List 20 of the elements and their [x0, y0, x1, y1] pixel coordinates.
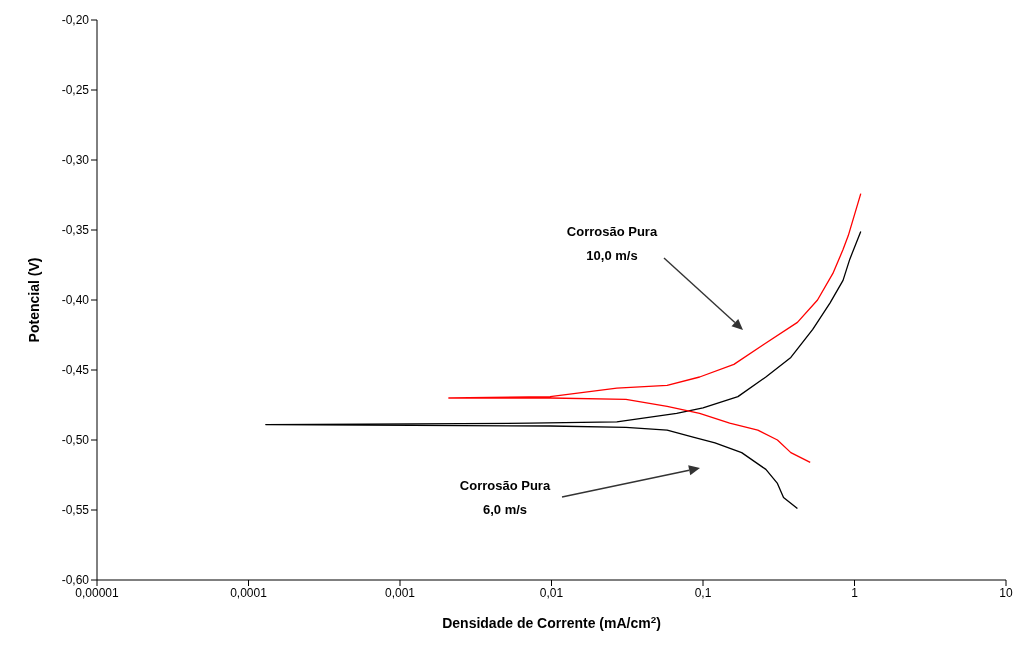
x-tick-label: 1 [851, 585, 859, 600]
y-tick-label: -0,40 [61, 293, 90, 308]
annotation: Corrosão Pura 10,0 m/s [566, 224, 658, 263]
x-tick-label: 0,00001 [75, 585, 120, 600]
x-tick-label: 10 [999, 585, 1013, 600]
x-axis-title: Densidade de Corrente (mA/cm$^{2}$) [442, 613, 661, 631]
x-tick-label: 0,01 [539, 585, 564, 600]
annotation: Corrosão Pura 6,0 m/s [459, 478, 551, 517]
y-tick-label: -0,45 [61, 363, 90, 378]
y-tick-label: -0,20 [61, 13, 90, 28]
y-tick-label: -0,55 [61, 503, 90, 518]
y-tick-label: -0,30 [61, 153, 90, 168]
y-axis-title: Potencial (V) [26, 257, 42, 343]
x-tick-label: 0,1 [694, 585, 712, 600]
y-tick-label: -0,25 [61, 83, 90, 98]
x-tick-label: 0,0001 [230, 585, 268, 600]
y-tick-label: -0,50 [61, 433, 90, 448]
y-tick-label: -0,60 [61, 573, 90, 588]
y-tick-label: -0,35 [61, 223, 90, 238]
x-tick-label: 0,001 [384, 585, 416, 600]
